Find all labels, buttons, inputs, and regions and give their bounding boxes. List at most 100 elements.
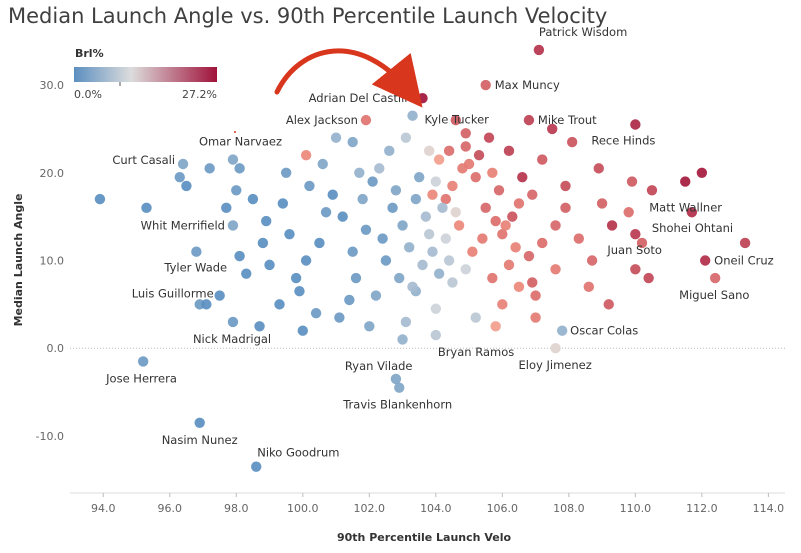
scatter-point[interactable]	[360, 114, 372, 126]
scatter-point[interactable]	[503, 145, 515, 157]
scatter-point[interactable]	[507, 211, 518, 222]
scatter-point[interactable]	[487, 272, 498, 284]
scatter-point[interactable]	[384, 145, 395, 157]
scatter-point[interactable]	[480, 79, 491, 91]
scatter-point[interactable]	[473, 150, 485, 161]
scatter-point[interactable]	[630, 264, 641, 275]
scatter-point[interactable]	[227, 220, 239, 231]
scatter-point[interactable]	[397, 334, 408, 345]
scatter-point[interactable]	[254, 321, 265, 332]
scatter-point[interactable]	[404, 242, 415, 253]
scatter-point[interactable]	[477, 233, 488, 244]
scatter-point[interactable]	[407, 110, 418, 121]
scatter-point[interactable]	[294, 286, 305, 297]
scatter-point[interactable]	[430, 176, 442, 187]
scatter-point[interactable]	[290, 272, 302, 284]
scatter-point[interactable]	[497, 299, 508, 310]
scatter-point[interactable]	[280, 167, 292, 178]
scatter-point[interactable]	[527, 277, 538, 288]
scatter-point[interactable]	[680, 176, 691, 187]
scatter-point[interactable]	[630, 119, 641, 130]
scatter-point[interactable]	[317, 158, 328, 170]
scatter-point[interactable]	[493, 185, 505, 196]
scatter-point[interactable]	[264, 259, 275, 271]
scatter-point[interactable]	[490, 321, 501, 332]
scatter-point[interactable]	[530, 312, 541, 323]
scatter-point[interactable]	[626, 176, 638, 187]
scatter-point[interactable]	[277, 198, 289, 209]
scatter-point[interactable]	[94, 193, 106, 205]
scatter-point[interactable]	[310, 307, 322, 319]
scatter-point[interactable]	[221, 202, 232, 214]
scatter-point[interactable]	[350, 272, 362, 284]
scatter-point[interactable]	[191, 246, 202, 257]
scatter-point[interactable]	[696, 167, 708, 178]
scatter-point[interactable]	[560, 202, 571, 214]
scatter-point[interactable]	[523, 114, 535, 126]
scatter-point[interactable]	[470, 312, 481, 323]
scatter-point[interactable]	[686, 207, 698, 218]
scatter-point[interactable]	[453, 220, 465, 231]
scatter-point[interactable]	[234, 163, 245, 174]
scatter-point[interactable]	[699, 255, 711, 266]
scatter-point[interactable]	[394, 272, 405, 284]
scatter-point[interactable]	[480, 202, 491, 214]
scatter-point[interactable]	[483, 132, 495, 143]
scatter-point[interactable]	[443, 255, 455, 266]
scatter-point[interactable]	[204, 163, 215, 174]
scatter-point[interactable]	[503, 259, 515, 271]
scatter-point[interactable]	[420, 211, 432, 222]
scatter-point[interactable]	[447, 277, 458, 288]
scatter-point[interactable]	[327, 189, 338, 200]
scatter-point[interactable]	[510, 242, 521, 253]
scatter-point[interactable]	[370, 290, 382, 301]
scatter-point[interactable]	[354, 167, 365, 178]
scatter-point[interactable]	[423, 228, 435, 240]
scatter-point[interactable]	[344, 294, 355, 306]
scatter-point[interactable]	[537, 154, 548, 165]
scatter-point[interactable]	[497, 228, 508, 240]
scatter-point[interactable]	[413, 171, 425, 183]
scatter-point[interactable]	[337, 211, 348, 222]
scatter-point[interactable]	[467, 246, 478, 257]
scatter-point[interactable]	[314, 237, 325, 249]
scatter-point[interactable]	[573, 233, 585, 244]
scatter-point[interactable]	[556, 325, 568, 336]
scatter-point[interactable]	[214, 290, 225, 301]
scatter-point[interactable]	[490, 215, 501, 227]
scatter-point[interactable]	[357, 193, 368, 205]
scatter-point[interactable]	[430, 303, 442, 314]
scatter-point[interactable]	[440, 233, 451, 244]
scatter-point[interactable]	[513, 281, 525, 293]
scatter-point[interactable]	[234, 250, 245, 262]
scatter-point[interactable]	[643, 272, 654, 284]
scatter-point[interactable]	[364, 321, 375, 332]
scatter-point[interactable]	[227, 154, 239, 165]
scatter-point[interactable]	[547, 123, 558, 135]
scatter-point[interactable]	[300, 255, 312, 266]
scatter-point[interactable]	[380, 255, 392, 266]
scatter-point[interactable]	[550, 264, 561, 275]
scatter-point[interactable]	[470, 171, 481, 183]
scatter-point[interactable]	[596, 198, 608, 209]
scatter-point[interactable]	[297, 325, 308, 336]
scatter-point[interactable]	[427, 189, 438, 200]
scatter-point[interactable]	[300, 150, 312, 161]
scatter-point[interactable]	[394, 382, 405, 393]
scatter-point[interactable]	[360, 224, 372, 235]
scatter-point[interactable]	[377, 233, 388, 244]
scatter-point[interactable]	[560, 180, 571, 192]
scatter-point[interactable]	[410, 193, 422, 205]
scatter-point[interactable]	[227, 316, 239, 328]
scatter-point[interactable]	[417, 92, 428, 104]
scatter-point[interactable]	[231, 185, 242, 196]
scatter-point[interactable]	[347, 246, 358, 257]
scatter-point[interactable]	[623, 207, 634, 218]
scatter-point[interactable]	[284, 228, 295, 240]
scatter-point[interactable]	[583, 281, 594, 293]
scatter-point[interactable]	[334, 312, 345, 323]
scatter-point[interactable]	[174, 171, 185, 183]
scatter-point[interactable]	[739, 237, 751, 249]
scatter-point[interactable]	[430, 329, 442, 341]
scatter-point[interactable]	[533, 44, 545, 56]
